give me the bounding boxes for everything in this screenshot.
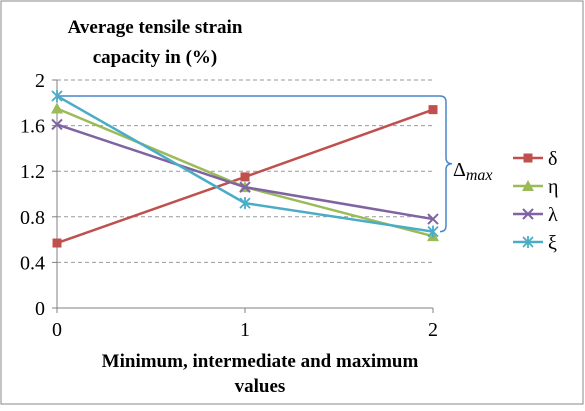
data-point	[427, 225, 439, 238]
legend-swatch-marker	[522, 208, 534, 220]
x-axis-label-line-2: values	[235, 376, 286, 397]
chart-title-line-2: capacity in (%)	[93, 47, 218, 68]
legend-label: η	[548, 176, 558, 198]
legend-entry: δ	[513, 148, 557, 170]
y-tick-label: 1.6	[20, 116, 45, 138]
x-axis-label-line-1: Minimum, intermediate and maximum	[102, 351, 419, 372]
y-tick-label: 2	[35, 70, 45, 92]
y-tick-label: 0.8	[20, 207, 45, 229]
legend-entry: λ	[513, 204, 558, 226]
axes	[52, 79, 434, 313]
data-point	[239, 197, 251, 210]
legend-label: ξ	[548, 232, 557, 254]
series-4	[51, 89, 439, 238]
y-tick-labels: 0 0.4 0.8 1.2 1.6 2	[20, 70, 45, 320]
data-point	[51, 102, 63, 114]
data-point	[427, 213, 439, 225]
y-tick-label: 0.4	[20, 252, 45, 274]
y-tick-label: 0	[35, 298, 45, 320]
data-point	[239, 181, 251, 193]
legend-entry: η	[513, 176, 558, 198]
legend-label: δ	[548, 148, 557, 170]
x-tick-label: 1	[240, 319, 250, 341]
legend-swatch-marker	[523, 153, 533, 163]
data-point	[51, 89, 63, 102]
series-3	[51, 118, 439, 225]
legend-swatch-marker	[522, 180, 534, 191]
x-tick-label: 2	[428, 319, 438, 341]
y-tick-label: 1.2	[20, 161, 45, 183]
series	[51, 89, 439, 248]
chart-title-line-1: Average tensile strain	[68, 17, 243, 38]
legend-entry: ξ	[513, 232, 557, 254]
series-1	[52, 105, 438, 248]
legend-swatch-marker	[522, 236, 534, 248]
x-tick-label: 0	[52, 319, 62, 341]
data-point	[240, 172, 250, 182]
legend-label: λ	[548, 204, 558, 226]
delta-max-annotation: Δmax	[57, 95, 493, 233]
data-point	[52, 238, 62, 248]
x-tick-labels: 0 1 2	[52, 319, 438, 341]
data-point	[428, 105, 438, 115]
delta-max-label: Δmax	[453, 159, 493, 184]
data-point	[51, 118, 63, 131]
delta-max-brace	[439, 95, 453, 233]
